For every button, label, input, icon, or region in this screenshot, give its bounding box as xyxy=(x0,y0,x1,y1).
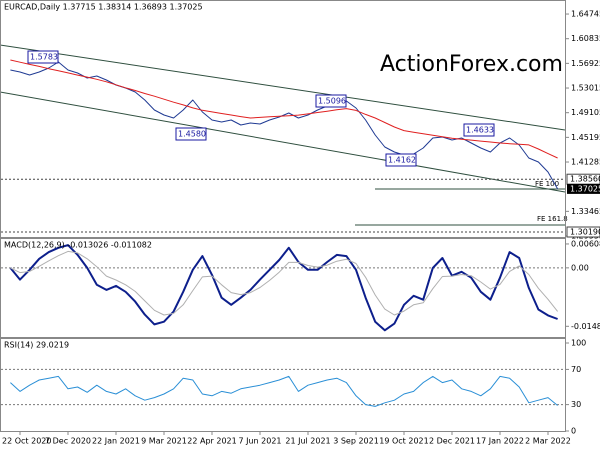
channel-lower xyxy=(0,91,566,193)
y-tick-label: -0.014876 xyxy=(571,322,600,331)
y-tick-label: 30 xyxy=(571,400,581,409)
channel-upper xyxy=(0,44,566,131)
last-price-box xyxy=(567,183,600,194)
x-tick-label: 22 Jan 2021 xyxy=(92,437,140,446)
annotation-box xyxy=(175,127,207,141)
y-tick-label: 100 xyxy=(571,339,586,348)
macd-title: MACD(12,26,9) -0.013026 -0.011082 xyxy=(4,241,152,250)
annotation-label: 1.4580 xyxy=(178,130,206,139)
y-tick-label: 0.006084 xyxy=(571,239,600,248)
annotation-label: 1.4633 xyxy=(466,126,494,135)
x-tick-label: 2 Dec 2021 xyxy=(429,437,475,446)
chart-title: EURCAD,Daily 1.37715 1.38314 1.36893 1.3… xyxy=(4,3,203,12)
x-tick-label: 7 Dec 2020 xyxy=(45,437,91,446)
series-line xyxy=(10,250,558,316)
y-tick-label: 1.60835 xyxy=(571,34,600,43)
level-label: 1.30190 xyxy=(570,228,600,237)
y-tick-label: 1.33465 xyxy=(571,207,600,216)
annotation-box xyxy=(315,94,347,108)
x-tick-label: 22 Oct 2020 xyxy=(2,437,51,446)
annotation-label: 1.5096 xyxy=(318,97,346,106)
y-tick-label: 1.56925 xyxy=(571,59,600,68)
series-line xyxy=(10,375,558,407)
level-label: 1.38560 xyxy=(570,175,600,184)
y-tick-label: 70 xyxy=(571,365,581,374)
y-tick-label: 1.53015 xyxy=(571,84,600,93)
y-tick-label: 0.00 xyxy=(571,263,589,272)
y-tick-label: 0 xyxy=(571,427,576,436)
y-tick-label: 1.49105 xyxy=(571,108,600,117)
y-tick-label: 1.45195 xyxy=(571,133,600,142)
watermark: ActionForex.com xyxy=(380,52,563,77)
last-price-label: 1.37025 xyxy=(570,184,600,193)
x-tick-label: 9 Mar 2021 xyxy=(141,437,187,446)
marks xyxy=(1,59,565,407)
x-tick-label: 21 Jul 2021 xyxy=(285,437,330,446)
y-tick-label: 1.64745 xyxy=(571,10,600,19)
level-box xyxy=(566,226,600,238)
x-tick-label: 2 Mar 2022 xyxy=(525,437,571,446)
annotation-label: 1.5783 xyxy=(30,53,58,62)
fe-label: FE 161.8 xyxy=(537,215,568,223)
annotation-box xyxy=(27,50,59,64)
annotation-box xyxy=(385,153,417,167)
annotation-box xyxy=(463,123,495,137)
x-tick-label: 3 Sep 2021 xyxy=(333,437,379,446)
y-tick-label: 1.41285 xyxy=(571,158,600,167)
panel-frame xyxy=(0,0,566,238)
panel-frame xyxy=(0,338,566,432)
annotation-label: 1.4162 xyxy=(388,156,416,165)
panel-frame xyxy=(0,238,566,338)
x-tick-label: 22 Apr 2021 xyxy=(187,437,236,446)
series-line xyxy=(10,59,558,159)
series-line xyxy=(10,61,559,190)
rsi-title: RSI(14) 29.0219 xyxy=(4,341,69,350)
x-tick-label: 7 Jun 2021 xyxy=(238,437,281,446)
x-tick-label: 17 Jan 2022 xyxy=(476,437,524,446)
x-tick-label: 19 Oct 2021 xyxy=(379,437,428,446)
fe-label: FE 100 xyxy=(535,180,559,188)
